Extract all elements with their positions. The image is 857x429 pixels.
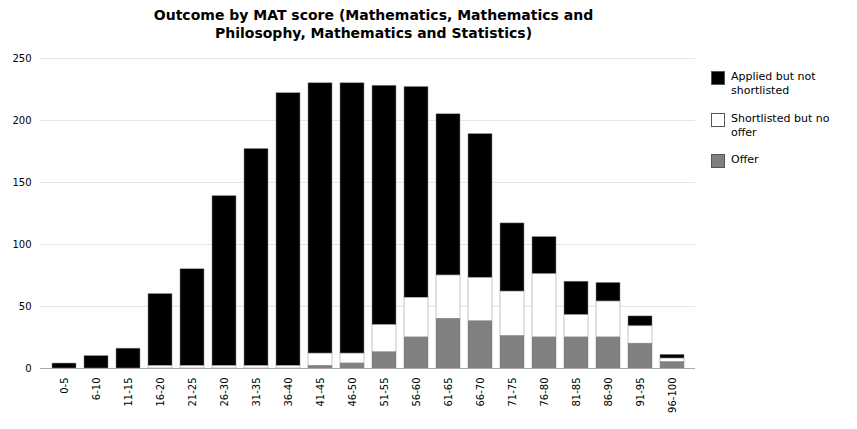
svg-text:46-50: 46-50 [347, 378, 358, 407]
svg-text:6-10: 6-10 [91, 378, 102, 401]
svg-text:16-20: 16-20 [155, 378, 166, 407]
svg-text:56-60: 56-60 [411, 378, 422, 407]
svg-text:81-85: 81-85 [571, 378, 582, 407]
svg-text:11-15: 11-15 [123, 378, 134, 407]
svg-text:150: 150 [12, 177, 31, 188]
html-text:Applied but not shortlisted: Applied but not shortlisted [731, 70, 816, 98]
svg-text:86-90: 86-90 [603, 378, 614, 407]
svg-text:61-65: 61-65 [443, 378, 454, 407]
svg-text:250: 250 [12, 53, 31, 64]
svg-text:21-25: 21-25 [187, 378, 198, 407]
svg-text:100: 100 [12, 239, 31, 250]
html-text:Shortlisted but no offer: Shortlisted but no offer [731, 111, 830, 139]
svg-text:50: 50 [19, 301, 32, 312]
html-text:Offer: Offer [731, 153, 759, 167]
svg-text:0: 0 [25, 363, 31, 374]
svg-text:76-80: 76-80 [539, 378, 550, 407]
svg-text:96-100: 96-100 [667, 378, 678, 413]
svg-text:0-5: 0-5 [59, 378, 70, 394]
svg-text:51-55: 51-55 [379, 378, 390, 407]
html-text:Outcome by MAT score (Mathemat: Outcome by MAT score (Mathematics, Mathe… [153, 7, 594, 42]
svg-text:26-30: 26-30 [219, 378, 230, 407]
svg-text:200: 200 [12, 115, 31, 126]
svg-text:36-40: 36-40 [283, 378, 294, 407]
svg-text:31-35: 31-35 [251, 378, 262, 407]
svg-text:71-75: 71-75 [507, 378, 518, 407]
svg-text:91-95: 91-95 [635, 378, 646, 407]
svg-text:66-70: 66-70 [475, 378, 486, 407]
svg-text:41-45: 41-45 [315, 378, 326, 407]
